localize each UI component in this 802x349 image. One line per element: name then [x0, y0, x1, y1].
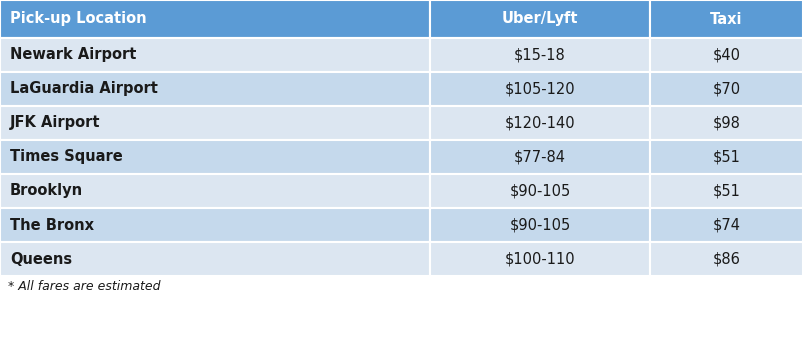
- Text: Newark Airport: Newark Airport: [10, 47, 136, 62]
- Bar: [429, 208, 649, 242]
- Bar: [0, 174, 429, 208]
- Bar: [429, 174, 649, 208]
- Bar: [649, 106, 802, 140]
- Text: Queens: Queens: [10, 252, 72, 267]
- Text: $51: $51: [711, 184, 739, 199]
- Bar: [429, 0, 649, 38]
- Bar: [0, 140, 429, 174]
- Text: JFK Airport: JFK Airport: [10, 116, 100, 131]
- Bar: [649, 0, 802, 38]
- Text: $105-120: $105-120: [504, 82, 574, 97]
- Bar: [0, 72, 429, 106]
- Bar: [429, 38, 649, 72]
- Bar: [429, 72, 649, 106]
- Bar: [429, 242, 649, 276]
- Text: The Bronx: The Bronx: [10, 217, 94, 232]
- Text: $51: $51: [711, 149, 739, 164]
- Bar: [649, 72, 802, 106]
- Text: $98: $98: [711, 116, 739, 131]
- Text: $70: $70: [711, 82, 739, 97]
- Bar: [429, 106, 649, 140]
- Text: $40: $40: [711, 47, 739, 62]
- Text: $120-140: $120-140: [504, 116, 574, 131]
- Bar: [649, 140, 802, 174]
- Bar: [0, 0, 429, 38]
- Bar: [649, 242, 802, 276]
- Text: Uber/Lyft: Uber/Lyft: [501, 12, 577, 27]
- Text: $77-84: $77-84: [513, 149, 565, 164]
- Bar: [649, 208, 802, 242]
- Text: Times Square: Times Square: [10, 149, 123, 164]
- Bar: [649, 38, 802, 72]
- Text: Pick-up Location: Pick-up Location: [10, 12, 147, 27]
- Text: $90-105: $90-105: [508, 217, 570, 232]
- Text: $15-18: $15-18: [513, 47, 565, 62]
- Bar: [649, 174, 802, 208]
- Bar: [0, 208, 429, 242]
- Text: LaGuardia Airport: LaGuardia Airport: [10, 82, 158, 97]
- Text: $90-105: $90-105: [508, 184, 570, 199]
- Text: $86: $86: [711, 252, 739, 267]
- Text: Taxi: Taxi: [709, 12, 742, 27]
- Bar: [0, 38, 429, 72]
- Text: $74: $74: [711, 217, 739, 232]
- Text: $100-110: $100-110: [504, 252, 574, 267]
- Text: * All fares are estimated: * All fares are estimated: [8, 280, 160, 293]
- Bar: [429, 140, 649, 174]
- Bar: [0, 242, 429, 276]
- Text: Brooklyn: Brooklyn: [10, 184, 83, 199]
- Bar: [0, 106, 429, 140]
